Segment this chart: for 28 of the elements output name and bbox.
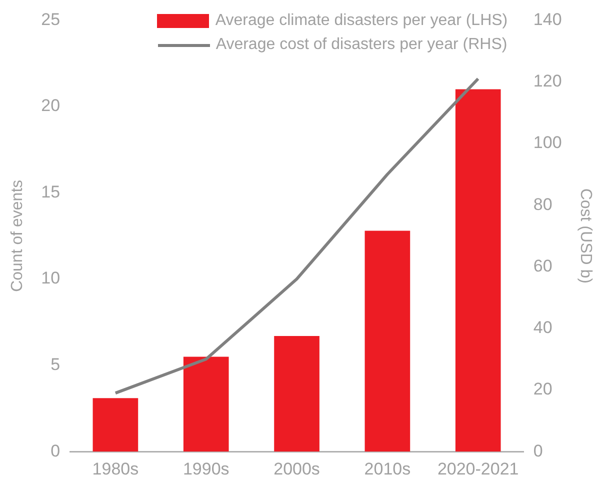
y2-tick-label: 140 xyxy=(533,10,562,29)
bar xyxy=(183,356,229,452)
x-tick-label: 1990s xyxy=(182,459,230,478)
y2-tick-label: 20 xyxy=(533,380,552,399)
y2-tick-label: 40 xyxy=(533,318,552,338)
bar xyxy=(364,230,410,452)
y2-tick-label: 120 xyxy=(533,72,562,91)
y-tick-label: 25 xyxy=(41,10,60,29)
y-tick-label: 0 xyxy=(50,441,60,460)
y2-tick-label: 100 xyxy=(533,133,562,152)
bar xyxy=(455,89,501,452)
x-tick-label: 2000s xyxy=(274,459,320,478)
legend-label: Average climate disasters per year (LHS) xyxy=(215,12,508,30)
y-axis-title: Count of events xyxy=(9,180,26,292)
x-tick-label: 2010s xyxy=(364,459,411,478)
y2-tick-label: 60 xyxy=(533,256,552,276)
y2-tick-label: 80 xyxy=(533,194,552,214)
bar xyxy=(92,398,138,452)
y-tick-label: 15 xyxy=(41,182,60,202)
y-tick-label: 10 xyxy=(41,268,60,288)
y-tick-label: 20 xyxy=(41,96,60,116)
y2-tick-label: 0 xyxy=(533,441,543,460)
y2-axis-title: Cost (USD b) xyxy=(576,188,594,284)
y-tick-label: 5 xyxy=(50,355,60,374)
legend-label: Average cost of disasters per year (RHS) xyxy=(216,36,508,54)
x-tick-label: 1980s xyxy=(92,459,139,478)
bar xyxy=(274,336,320,452)
x-tick-label: 2020-2021 xyxy=(437,459,519,478)
